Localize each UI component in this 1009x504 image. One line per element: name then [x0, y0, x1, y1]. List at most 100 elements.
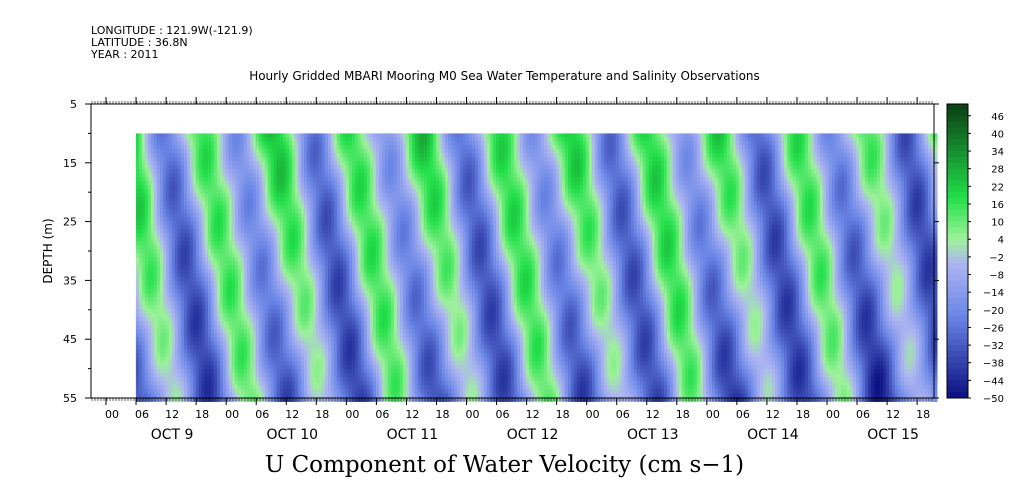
heatmap-cell — [267, 285, 272, 290]
heatmap-cell — [183, 217, 188, 222]
heatmap-cell — [306, 301, 311, 306]
heatmap-cell — [345, 149, 350, 154]
heatmap-cell — [342, 345, 347, 350]
heatmap-cell — [324, 197, 329, 202]
heatmap-cell — [231, 357, 236, 362]
heatmap-cell — [261, 225, 266, 230]
heatmap-cell — [171, 309, 176, 314]
heatmap-cell — [321, 213, 326, 218]
heatmap-cell — [327, 393, 332, 398]
heatmap-cell — [234, 349, 239, 354]
heatmap-cell — [312, 321, 317, 326]
heatmap-cell — [309, 189, 314, 194]
heatmap-cell — [288, 217, 293, 222]
heatmap-cell — [258, 193, 263, 198]
heatmap-cell — [294, 213, 299, 218]
heatmap-cell — [165, 269, 170, 274]
heatmap-cell — [153, 353, 158, 358]
heatmap-cell — [270, 329, 275, 334]
heatmap-cell — [336, 281, 341, 286]
heatmap-cell — [150, 373, 155, 378]
heatmap-cell — [213, 289, 218, 294]
heatmap-cell — [162, 161, 167, 166]
heatmap-cell — [303, 301, 308, 306]
heatmap-cell — [156, 253, 161, 258]
heatmap-cell — [303, 253, 308, 258]
heatmap-cell — [240, 145, 245, 150]
heatmap-cell — [249, 389, 254, 394]
heatmap-cell — [288, 145, 293, 150]
heatmap-cell — [282, 301, 287, 306]
heatmap-cell — [246, 257, 251, 262]
heatmap-cell — [135, 253, 140, 258]
heatmap-cell — [180, 397, 185, 402]
heatmap-cell — [324, 369, 329, 374]
heatmap-cell — [144, 273, 149, 278]
heatmap-cell — [351, 277, 356, 282]
heatmap-cell — [315, 185, 320, 190]
heatmap-cell — [339, 245, 344, 250]
heatmap-cell — [336, 341, 341, 346]
heatmap-cell — [201, 285, 206, 290]
heatmap-cell — [234, 357, 239, 362]
heatmap-cell — [285, 237, 290, 242]
heatmap-cell — [327, 145, 332, 150]
heatmap-cell — [333, 249, 338, 254]
heatmap-cell — [246, 261, 251, 266]
heatmap-cell — [228, 257, 233, 262]
heatmap-cell — [150, 237, 155, 242]
heatmap-cell — [210, 173, 215, 178]
heatmap-cell — [249, 153, 254, 158]
heatmap-cell — [225, 193, 230, 198]
heatmap-cell — [141, 217, 146, 222]
heatmap-cell — [318, 145, 323, 150]
heatmap-cell — [243, 365, 248, 370]
heatmap-cell — [264, 313, 269, 318]
heatmap-cell — [138, 265, 143, 270]
heatmap-cell — [156, 185, 161, 190]
heatmap-cell — [312, 213, 317, 218]
heatmap-cell — [219, 261, 224, 266]
heatmap-cell — [225, 369, 230, 374]
heatmap-cell — [294, 385, 299, 390]
heatmap-cell — [324, 133, 329, 138]
heatmap-cell — [228, 389, 233, 394]
heatmap-cell — [330, 145, 335, 150]
heatmap-cell — [345, 249, 350, 254]
heatmap-cell — [300, 365, 305, 370]
heatmap-cell — [228, 209, 233, 214]
heatmap-cell — [171, 229, 176, 234]
heatmap-cell — [306, 289, 311, 294]
heatmap-cell — [264, 237, 269, 242]
heatmap-cell — [216, 257, 221, 262]
heatmap-cell — [291, 397, 296, 402]
heatmap-cell — [141, 145, 146, 150]
heatmap-cell — [159, 269, 164, 274]
heatmap-cell — [198, 257, 203, 262]
heatmap-cell — [276, 393, 281, 398]
heatmap-cell — [342, 281, 347, 286]
heatmap-cell — [324, 341, 329, 346]
heatmap-cell — [228, 297, 233, 302]
heatmap-cell — [294, 301, 299, 306]
heatmap-cell — [207, 285, 212, 290]
heatmap-cell — [303, 157, 308, 162]
heatmap-cell — [174, 285, 179, 290]
heatmap-cell — [264, 333, 269, 338]
heatmap-cell — [141, 389, 146, 394]
heatmap-cell — [291, 377, 296, 382]
heatmap-cell — [177, 389, 182, 394]
heatmap-cell — [144, 289, 149, 294]
heatmap-cell — [189, 381, 194, 386]
heatmap-cell — [237, 321, 242, 326]
heatmap-cell — [159, 133, 164, 138]
heatmap-cell — [336, 397, 341, 402]
heatmap-cell — [222, 225, 227, 230]
heatmap-cell — [279, 169, 284, 174]
heatmap-cell — [291, 349, 296, 354]
heatmap-cell — [159, 385, 164, 390]
heatmap-cell — [144, 385, 149, 390]
heatmap-cell — [285, 177, 290, 182]
heatmap-cell — [285, 373, 290, 378]
heatmap-cell — [144, 337, 149, 342]
